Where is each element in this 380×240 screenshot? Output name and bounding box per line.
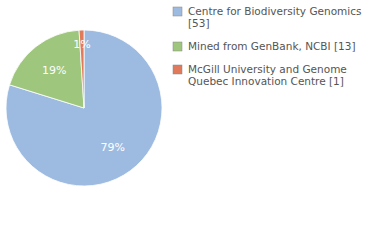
legend-label: Mined from GenBank, NCBI [13]	[188, 40, 356, 52]
legend-label: Centre for Biodiversity Genomics[53]	[188, 5, 361, 29]
legend: Centre for Biodiversity Genomics[53] Mine…	[173, 5, 361, 87]
legend-label: McGill University and GenomeQuebec Innov…	[188, 63, 347, 87]
chart: 79% 19% 1% Centre for Biodiversity Genomics…	[0, 0, 380, 240]
legend-swatch	[173, 65, 182, 74]
legend-swatch	[173, 7, 182, 16]
pie-slice	[6, 30, 162, 186]
data-label: 79%	[100, 141, 124, 154]
legend-swatch	[173, 42, 182, 51]
data-label: 19%	[42, 64, 66, 77]
data-label: 1%	[73, 38, 90, 51]
pie	[6, 30, 162, 186]
data-labels: 79% 19% 1%	[42, 38, 125, 154]
